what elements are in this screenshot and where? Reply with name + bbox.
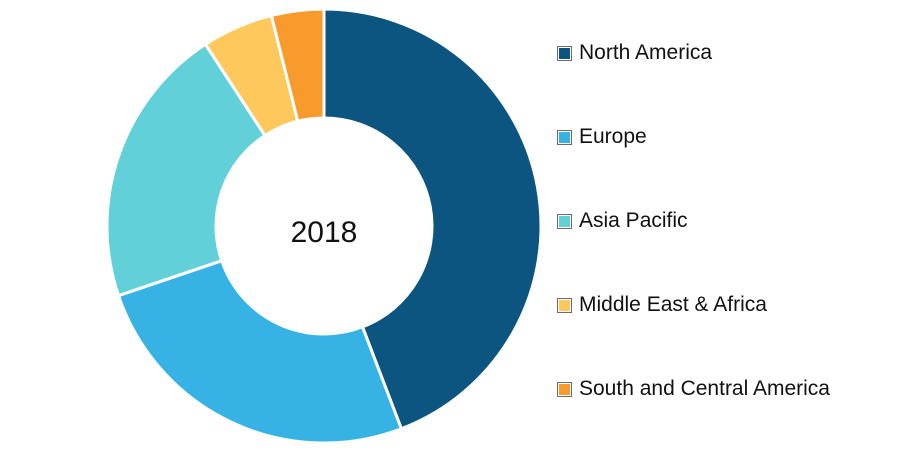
donut-slices	[105, 7, 543, 445]
legend-item-europe: Europe	[557, 122, 647, 152]
legend-swatch	[557, 381, 572, 397]
legend-label: Middle East & Africa	[579, 293, 767, 316]
chart-legend: North America Europe Asia Pacific Middle Ea…	[557, 0, 898, 450]
legend-item-north-america: North America	[557, 38, 713, 68]
legend-item-middle-east-africa: Middle East & Africa	[557, 290, 767, 320]
donut-slice-asia-pacific	[105, 42, 268, 298]
chart-center-label: 2018	[291, 216, 358, 249]
legend-label: North America	[579, 41, 713, 64]
legend-swatch	[557, 297, 572, 313]
legend-swatch	[557, 213, 572, 229]
donut-slice-europe	[116, 258, 404, 445]
legend-swatch	[557, 45, 572, 61]
legend-label: South and Central America	[579, 377, 830, 400]
legend-swatch	[557, 129, 572, 145]
donut-slice-north-america	[322, 7, 543, 431]
legend-item-south-and-central-america: South and Central America	[557, 374, 830, 404]
legend-label: Asia Pacific	[579, 209, 688, 232]
legend-item-asia-pacific: Asia Pacific	[557, 206, 688, 236]
legend-label: Europe	[579, 125, 647, 148]
donut-slice-south-and-central-america	[269, 7, 326, 124]
